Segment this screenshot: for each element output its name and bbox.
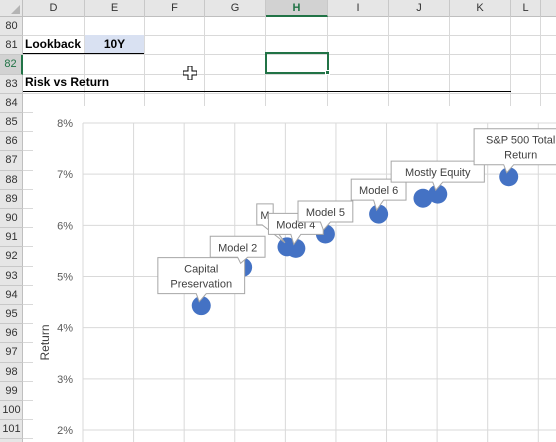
row-header-94[interactable]: 94	[0, 286, 23, 305]
callout-box	[297, 200, 354, 231]
row-header-87[interactable]: 87	[0, 151, 23, 171]
select-all-corner[interactable]	[0, 0, 23, 17]
lookback-label: Lookback	[25, 37, 82, 51]
column-header-k[interactable]: K	[450, 0, 511, 17]
y-tick-label: 4%	[57, 323, 73, 335]
row-header-100[interactable]: 100	[0, 401, 23, 421]
y-axis-label: Return	[38, 324, 52, 360]
scatter-point	[369, 204, 389, 224]
scatter-point	[413, 188, 433, 208]
data-label-callout: Model 2	[209, 235, 266, 265]
row-gridline	[23, 54, 556, 56]
y-tick-label: 5%	[57, 272, 73, 284]
row-header-80[interactable]: 80	[0, 17, 23, 37]
row-gridline	[23, 73, 556, 75]
callout-box	[157, 257, 246, 303]
fill-handle[interactable]	[325, 70, 330, 75]
y-tick-label: 6%	[57, 220, 73, 232]
point-label: Preservation	[170, 279, 232, 291]
column-header-g[interactable]: G	[205, 0, 266, 17]
y-tick-label: 8%	[57, 118, 73, 130]
active-cell-h82[interactable]	[265, 52, 329, 74]
row-header-88[interactable]: 88	[0, 171, 23, 190]
y-tick-label: 2%	[57, 425, 73, 437]
row-header-81[interactable]: 81	[0, 36, 23, 56]
lookback-value-cell[interactable]: 10Y	[85, 35, 144, 54]
y-tick-label: 7%	[57, 169, 73, 181]
point-label: Model 2	[218, 242, 257, 254]
point-label: Model 6	[359, 185, 398, 197]
data-label-callout: Model 5	[297, 200, 354, 231]
point-label: M	[260, 210, 269, 222]
column-header-l[interactable]: L	[511, 0, 541, 17]
y-tick-label: 3%	[57, 374, 73, 386]
point-label: S&P 500 Total	[486, 135, 555, 147]
row-header-86[interactable]: 86	[0, 132, 23, 152]
row-header-92[interactable]: 92	[0, 247, 23, 267]
data-label-callout: Model 6	[350, 178, 407, 212]
row-header-90[interactable]: 90	[0, 209, 23, 229]
row-header-101[interactable]: 101	[0, 420, 23, 440]
column-header-i[interactable]: I	[328, 0, 389, 17]
data-label-callout: Capital Preservation	[157, 257, 246, 303]
row-header-96[interactable]: 96	[0, 324, 23, 344]
row-gridline	[23, 35, 556, 37]
data-label-callout: S&P 500 Total Return	[473, 128, 556, 174]
row-header-85[interactable]: 85	[0, 113, 23, 133]
scatter-point	[191, 296, 211, 316]
lookback-underline	[23, 53, 144, 54]
select-all-triangle-icon	[11, 5, 20, 14]
row-header-91[interactable]: 91	[0, 228, 23, 248]
row-header-84[interactable]: 84	[0, 94, 23, 113]
column-header-e[interactable]: E	[85, 0, 145, 17]
column-header-f[interactable]: F	[145, 0, 205, 17]
chart-plot-area: 8% 7% 6% 5% 4% 3% 2% Return Capital Preservation M…	[38, 118, 556, 442]
point-label: Mostly Equity	[405, 167, 471, 179]
point-label: Model 5	[306, 207, 345, 219]
column-header-h[interactable]: H	[266, 0, 328, 17]
row-header-83[interactable]: 83	[0, 75, 23, 94]
point-label: Return	[504, 150, 537, 162]
row-header-97[interactable]: 97	[0, 343, 23, 363]
callout-box	[473, 128, 556, 174]
data-label-callout: Mostly Equity	[390, 160, 485, 192]
row-gridline	[23, 92, 556, 94]
row-header-89[interactable]: 89	[0, 190, 23, 209]
column-header-j[interactable]: J	[389, 0, 450, 17]
row-headers: 80 81 82 83 84 85 86 87 88 89 90 91 92 93 94 95 96 97 98 99…	[0, 17, 23, 442]
row-header-99[interactable]: 99	[0, 382, 23, 401]
risk-return-chart[interactable]: 8% 7% 6% 5% 4% 3% 2% Return Capital Preservation M…	[33, 106, 556, 442]
point-label: Capital	[184, 264, 218, 276]
scatter-point	[428, 184, 448, 204]
scatter-point	[286, 238, 306, 258]
row-header-95[interactable]: 95	[0, 305, 23, 325]
row-header-98[interactable]: 98	[0, 363, 23, 382]
row-header-93[interactable]: 93	[0, 267, 23, 286]
cell-cursor-icon	[183, 66, 197, 80]
section-title: Risk vs Return	[25, 75, 110, 89]
scatter-point	[499, 167, 519, 187]
row-header-82[interactable]: 82	[0, 55, 23, 75]
section-title-underline	[23, 91, 511, 92]
column-header-d[interactable]: D	[23, 0, 85, 17]
callout-box	[209, 235, 266, 265]
